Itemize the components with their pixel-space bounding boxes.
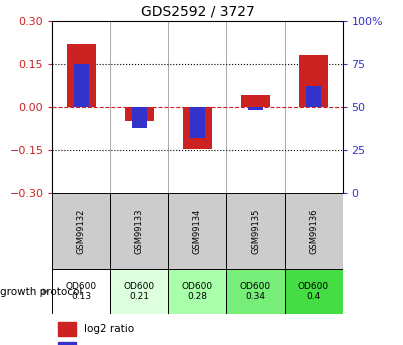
Text: OD600
0.21: OD600 0.21 <box>124 282 155 301</box>
Text: GSM99133: GSM99133 <box>135 208 144 254</box>
Bar <box>190 107 205 138</box>
Text: GSM99136: GSM99136 <box>309 208 318 254</box>
Title: GDS2592 / 3727: GDS2592 / 3727 <box>141 4 254 18</box>
Bar <box>58 322 76 336</box>
Bar <box>67 44 96 107</box>
Bar <box>241 96 270 107</box>
Bar <box>110 193 168 269</box>
Bar <box>285 269 343 314</box>
Bar <box>168 269 226 314</box>
Bar <box>299 55 328 107</box>
Bar <box>168 193 226 269</box>
Text: GSM99135: GSM99135 <box>251 208 260 254</box>
Bar <box>125 107 154 121</box>
Text: OD600
0.34: OD600 0.34 <box>240 282 271 301</box>
Text: GSM99134: GSM99134 <box>193 208 202 254</box>
Bar <box>306 86 321 107</box>
Text: OD600
0.4: OD600 0.4 <box>298 282 329 301</box>
Text: GSM99132: GSM99132 <box>77 208 86 254</box>
Bar <box>110 269 168 314</box>
Bar <box>226 193 285 269</box>
Text: OD600
0.13: OD600 0.13 <box>66 282 97 301</box>
Bar <box>58 342 76 345</box>
Bar <box>183 107 212 149</box>
Bar <box>226 269 285 314</box>
Bar <box>52 193 110 269</box>
Text: growth protocol: growth protocol <box>0 287 82 296</box>
Text: OD600
0.28: OD600 0.28 <box>182 282 213 301</box>
Bar <box>285 193 343 269</box>
Text: log2 ratio: log2 ratio <box>84 324 135 334</box>
Bar <box>74 64 89 107</box>
Bar <box>132 107 147 128</box>
Bar <box>248 107 263 110</box>
Bar <box>52 269 110 314</box>
